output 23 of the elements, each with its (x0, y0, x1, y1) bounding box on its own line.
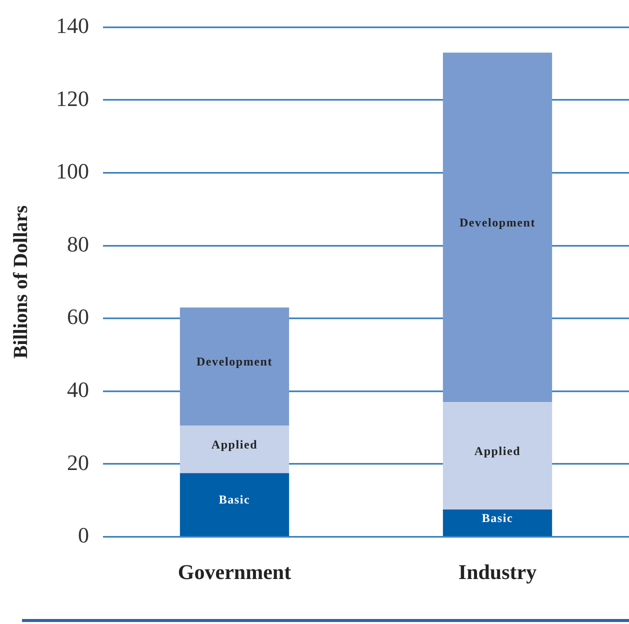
text: Basic (218, 492, 250, 507)
text: Applied (474, 444, 521, 458)
y-tick-label: 120 (56, 86, 89, 111)
bar (442, 402, 552, 510)
series-label: Development (196, 354, 273, 369)
bar (180, 426, 290, 474)
bar (442, 52, 552, 402)
bar (180, 473, 290, 536)
y-tick-label: 20 (67, 450, 89, 475)
x-tick-label: Government (178, 560, 292, 584)
y-tick-label: 40 (67, 376, 89, 402)
text: Development (459, 215, 536, 230)
y-axis-title: Billions of Dollars (10, 205, 32, 359)
y-tick-label: 140 (56, 12, 89, 38)
y-tick-label: 80 (67, 231, 89, 256)
y-tick-label: 100 (56, 158, 89, 184)
y-tick-label: 0 (78, 522, 89, 548)
series-label: Basic (482, 510, 514, 525)
x-tick-label: Industry (458, 560, 538, 584)
y-tick-label: 60 (67, 304, 89, 330)
bar (442, 510, 552, 536)
bar (180, 307, 290, 426)
series-label: Applied (211, 438, 258, 452)
